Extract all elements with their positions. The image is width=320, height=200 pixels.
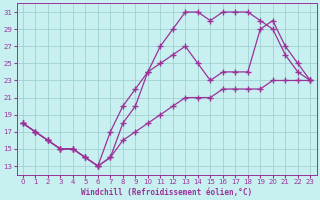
X-axis label: Windchill (Refroidissement éolien,°C): Windchill (Refroidissement éolien,°C)	[81, 188, 252, 197]
